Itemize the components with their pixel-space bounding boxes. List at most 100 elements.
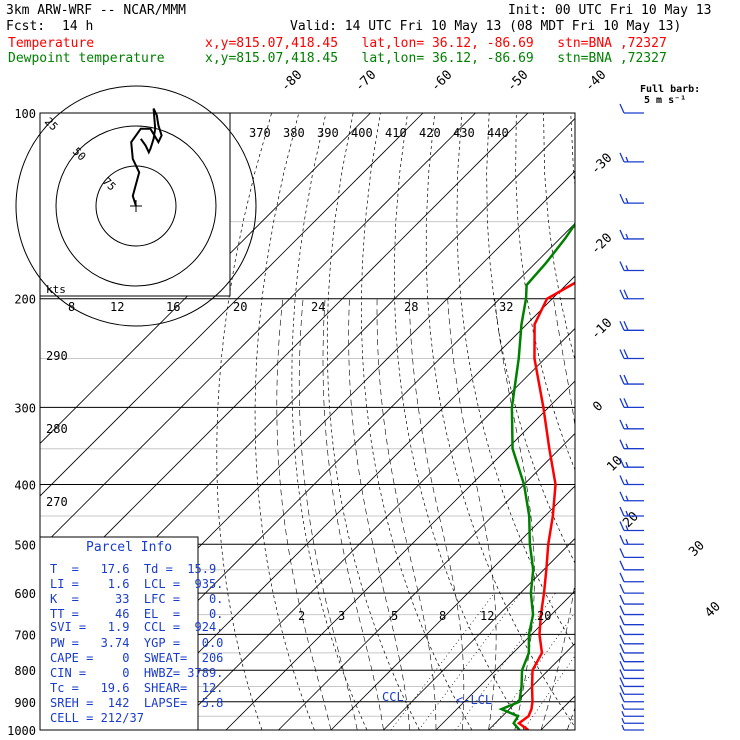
- plot-frame: [39, 112, 576, 731]
- wind-barb: [619, 625, 644, 636]
- wind-barb-flag: [619, 229, 625, 240]
- wind-barb-half-flag: [625, 265, 629, 271]
- wind-barb-flag: [619, 684, 625, 695]
- dry-adiabat-line: [291, 113, 368, 730]
- isotherm-line: [120, 275, 575, 730]
- isotherm-line: [699, 113, 740, 730]
- isotherm-line: [488, 642, 575, 730]
- moist-adiabat-line: [447, 298, 497, 730]
- isotherm-line: [173, 327, 575, 730]
- wind-barb-flag: [619, 521, 625, 531]
- wind-barb-flag: [619, 605, 625, 615]
- theta-label: 420: [419, 126, 441, 140]
- mixing-ratio-lower-label: 3: [338, 609, 345, 623]
- isotherm-line: [330, 485, 575, 730]
- parcel-info-row: SVI = 1.9 CCL = 924.: [50, 620, 224, 634]
- isotherm-line: [40, 113, 424, 497]
- wind-barb: [619, 289, 644, 300]
- pressure-tick-label: 700: [14, 628, 36, 642]
- model-title: 3km ARW-WRF -- NCAR/MMM: [6, 3, 187, 18]
- wind-barb-flag: [619, 439, 625, 449]
- wind-barb-half-flag: [625, 461, 629, 468]
- wind-barb: [619, 506, 644, 517]
- mixing-ratio-upper-label: 28: [404, 300, 418, 314]
- forecast-hour: 14 h: [62, 19, 94, 34]
- moist-adiabat-line: [646, 299, 740, 730]
- mixing-ratio-upper-label: 32: [499, 300, 513, 314]
- wind-barb-flag: [619, 419, 625, 430]
- wind-barb: [621, 717, 644, 724]
- wind-barb-flag: [619, 615, 625, 625]
- wind-barb: [619, 398, 644, 409]
- pressure-tick-label: 800: [14, 664, 36, 678]
- wind-barb-flag: [619, 548, 625, 558]
- wind-barb: [619, 643, 644, 654]
- theta-label: 380: [283, 126, 305, 140]
- wind-barb: [619, 692, 644, 703]
- dry-adiabat-line: [254, 113, 315, 730]
- pressure-tick-label: 400: [14, 478, 36, 492]
- wind-barb: [619, 677, 644, 688]
- mixing-ratio-lower-label: 20: [537, 609, 551, 623]
- wind-barb-flag: [619, 692, 625, 703]
- pressure-tick-label: 100: [14, 107, 36, 121]
- isotherm-label: 40: [702, 599, 724, 621]
- wind-barb-flag: [619, 457, 625, 468]
- hodograph-trace: [130, 108, 163, 207]
- wind-barb-flag: [619, 660, 625, 671]
- isotherm-line: [225, 380, 575, 730]
- theta-side-label: 290: [46, 349, 68, 363]
- isotherm-label: 20: [620, 509, 642, 531]
- isotherm-line: [594, 113, 740, 730]
- wind-barb-flag: [619, 398, 625, 408]
- parcel-info-row: CAPE = 0 SWEAT= 206: [50, 651, 224, 665]
- wind-barb: [619, 652, 644, 663]
- wind-barb-flag: [619, 583, 625, 594]
- pressure-tick-label: 900: [14, 696, 36, 710]
- wind-barb: [621, 724, 644, 731]
- hodograph-ring: [15, 85, 257, 327]
- wind-barb-flag: [619, 289, 625, 299]
- kts-label: kts: [46, 283, 66, 296]
- moist-adiabat-line: [594, 299, 711, 730]
- parcel-info-row: CELL = 212/37: [50, 711, 144, 725]
- wind-barb: [619, 419, 644, 430]
- wind-barb-half-flag: [625, 495, 629, 501]
- wind-barb-flag: [619, 535, 625, 545]
- isotherm-label: 30: [686, 538, 708, 560]
- dry-adiabat-line: [326, 113, 420, 730]
- wind-barb: [619, 634, 644, 645]
- wind-barb-flag: [619, 572, 625, 582]
- wind-barb-flag: [619, 261, 625, 271]
- wind-barb: [619, 229, 644, 240]
- wind-barb-flag: [619, 625, 625, 635]
- mixing-ratio-lower-label: 5: [391, 609, 398, 623]
- wind-barb: [619, 491, 644, 502]
- moist-adiabat-line: [620, 299, 740, 730]
- moist-adiabat-line: [408, 298, 465, 730]
- dry-adiabat-line: [679, 113, 740, 730]
- isotherm-label: -60: [428, 68, 455, 95]
- dry-adiabat-line: [598, 113, 740, 730]
- wind-barb: [619, 560, 644, 571]
- wind-barb: [619, 521, 644, 532]
- wind-barb: [619, 669, 644, 680]
- dry-adiabat-line: [625, 113, 740, 730]
- theta-label: 400: [351, 126, 373, 140]
- theta-label: 430: [453, 126, 475, 140]
- mixing-ratio-upper-label: 20: [233, 300, 247, 314]
- moist-adiabat-line: [348, 298, 411, 730]
- wind-barb: [619, 152, 644, 163]
- wind-barb-flag: [619, 652, 625, 662]
- theta-label: 390: [317, 126, 339, 140]
- mixing-ratio-line: [390, 592, 495, 730]
- wind-barb: [619, 193, 644, 204]
- isotherm-line: [646, 113, 740, 730]
- mixing-ratio-lower-label: 12: [480, 609, 494, 623]
- isotherm-label: -50: [504, 68, 531, 95]
- wind-barb: [619, 321, 644, 331]
- moist-adiabat-line: [298, 298, 358, 730]
- parcel-info-row: TT = 46 EL = 0.: [50, 607, 224, 621]
- isotherm-line: [40, 113, 529, 602]
